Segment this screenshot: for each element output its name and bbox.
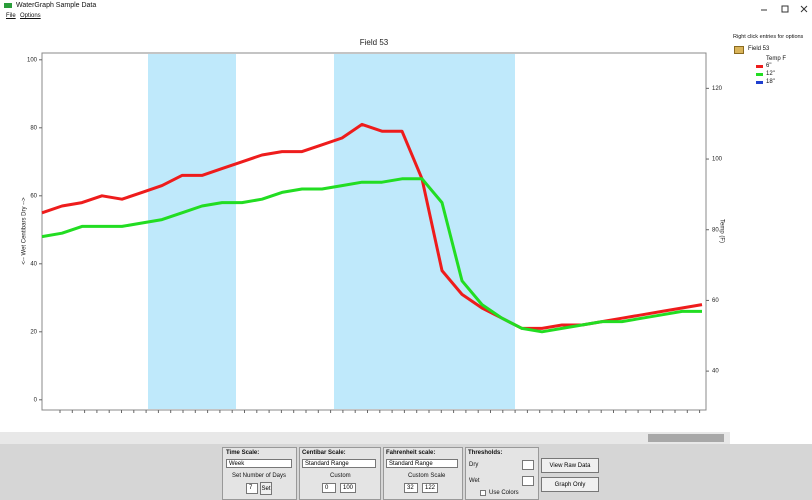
fahrenheit-title: Fahrenheit scale: bbox=[386, 450, 436, 456]
menu-file[interactable]: File bbox=[6, 13, 16, 19]
dry-label: Dry bbox=[469, 462, 479, 468]
menu-options[interactable]: Options bbox=[20, 13, 41, 19]
tree-field[interactable]: Field 53 bbox=[748, 46, 770, 52]
days-input[interactable]: 7 bbox=[246, 483, 258, 494]
highlight-band bbox=[334, 54, 515, 409]
legend-swatch bbox=[756, 73, 763, 76]
scrollbar-thumb[interactable] bbox=[648, 434, 724, 442]
y-tick-label: 40 bbox=[30, 261, 37, 267]
legend-label[interactable]: 18" bbox=[766, 79, 775, 85]
y-tick-label: 100 bbox=[27, 57, 38, 63]
y2-tick-label: 120 bbox=[712, 86, 723, 92]
wet-input[interactable] bbox=[522, 476, 534, 486]
legend-swatch bbox=[756, 65, 763, 68]
fahrenheit-custom: Custom Scale bbox=[408, 473, 446, 479]
window-title: WaterGraph Sample Data bbox=[16, 2, 97, 9]
fahrenheit-select[interactable]: Standard Range bbox=[386, 459, 458, 468]
centibar-max[interactable]: 100 bbox=[340, 483, 356, 493]
time-select[interactable]: Week bbox=[226, 459, 292, 468]
graph-only-button[interactable]: Graph Only bbox=[541, 477, 599, 492]
thresholds-title: Thresholds: bbox=[468, 450, 503, 456]
y-tick-label: 80 bbox=[30, 125, 37, 131]
days-label: Set Number of Days bbox=[232, 473, 287, 479]
y2-axis-label: Temp (F) bbox=[718, 219, 724, 243]
centibar-select[interactable]: Standard Range bbox=[302, 459, 376, 468]
wet-label: Wet bbox=[469, 478, 480, 484]
y-axis-label: <-- Wet Centibars Dry --> bbox=[22, 197, 28, 265]
y2-tick-label: 40 bbox=[712, 369, 719, 375]
folder-icon bbox=[734, 46, 744, 54]
centibar-title: Centibar Scale: bbox=[302, 450, 346, 456]
chart: Field 53 <-- Wet Centibars Dry --> Temp … bbox=[0, 38, 730, 444]
view-raw-button[interactable]: View Raw Data bbox=[541, 458, 599, 473]
time-title: Time Scale: bbox=[226, 450, 260, 456]
fahrenheit-min[interactable]: 32 bbox=[404, 483, 418, 493]
scrollbar[interactable] bbox=[0, 432, 730, 444]
use-colors-label: Use Colors bbox=[489, 490, 519, 496]
y2-tick-label: 100 bbox=[712, 157, 723, 163]
legend-swatch bbox=[756, 81, 763, 84]
y2-tick-label: 60 bbox=[712, 298, 719, 304]
maximize[interactable] bbox=[781, 5, 789, 13]
window-buttons bbox=[761, 5, 808, 13]
tree-group[interactable]: Temp F bbox=[766, 56, 787, 62]
sidebar-hint: Right click entries for options bbox=[733, 34, 804, 40]
legend-label[interactable]: 12" bbox=[766, 71, 775, 77]
use-colors-checkbox[interactable] bbox=[480, 490, 486, 496]
centibar-min[interactable]: 0 bbox=[322, 483, 336, 493]
y-tick-label: 0 bbox=[34, 397, 38, 403]
thresholds-group bbox=[465, 447, 539, 500]
y-tick-label: 60 bbox=[30, 193, 37, 199]
set-button[interactable]: Set bbox=[260, 482, 272, 495]
fahrenheit-max[interactable]: 122 bbox=[422, 483, 438, 493]
dry-input[interactable] bbox=[522, 460, 534, 470]
chart-title: Field 53 bbox=[360, 38, 389, 47]
y2-tick-label: 80 bbox=[712, 227, 719, 233]
time-group bbox=[222, 447, 297, 500]
legend-label[interactable]: 6" bbox=[766, 63, 772, 69]
app-icon bbox=[4, 3, 12, 8]
series-line bbox=[41, 177, 702, 334]
highlight-band bbox=[148, 54, 236, 409]
centibar-custom: Custom bbox=[330, 473, 351, 479]
close[interactable] bbox=[800, 5, 808, 13]
y-tick-label: 20 bbox=[30, 329, 37, 335]
